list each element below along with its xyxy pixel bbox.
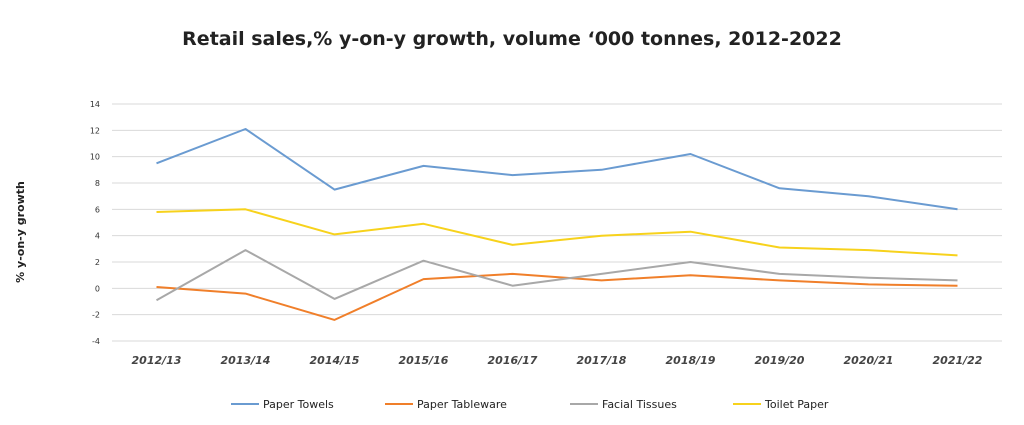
x-tick-label: 2020/21 bbox=[844, 354, 894, 367]
legend-label: Paper Tableware bbox=[417, 398, 507, 411]
chart-title: Retail sales,% y-on-y growth, volume ‘00… bbox=[182, 28, 842, 50]
y-tick-label: 8 bbox=[95, 179, 100, 188]
x-tick-label: 2014/15 bbox=[310, 354, 360, 367]
y-tick-label: 2 bbox=[95, 258, 100, 267]
series-line-facial-tissues bbox=[156, 249, 958, 302]
x-tick-label: 2016/17 bbox=[488, 354, 538, 367]
y-tick-label: 6 bbox=[95, 205, 100, 214]
legend-label: Facial Tissues bbox=[602, 398, 677, 411]
series-line-toilet-paper bbox=[156, 208, 958, 257]
y-tick-label: 12 bbox=[90, 126, 100, 135]
y-tick-label: 4 bbox=[95, 232, 100, 241]
y-tick-label: 10 bbox=[90, 153, 100, 162]
x-axis-ticks: 2012/13 2013/14 2014/15 2015/16 2016/17 2017/… bbox=[132, 354, 983, 367]
y-axis-title: % y-on-y growth bbox=[14, 181, 27, 283]
legend-label: Toilet Paper bbox=[764, 398, 829, 411]
y-tick-label: 14 bbox=[90, 100, 100, 109]
y-tick-label: -4 bbox=[92, 337, 100, 346]
gridlines bbox=[112, 103, 1002, 342]
x-tick-label: 2013/14 bbox=[221, 354, 271, 367]
y-tick-label: -2 bbox=[92, 311, 100, 320]
legend-label: Paper Towels bbox=[263, 398, 334, 411]
x-tick-label: 2018/19 bbox=[666, 354, 716, 367]
x-tick-label: 2012/13 bbox=[132, 354, 182, 367]
y-tick-label: 0 bbox=[95, 284, 100, 293]
legend: Paper Towels Paper Tableware Facial Tissue… bbox=[231, 398, 829, 411]
series-line-paper-tableware bbox=[156, 272, 958, 321]
y-axis-ticks: 14 12 10 8 6 4 2 0 -2 -4 bbox=[90, 100, 100, 346]
x-tick-label: 2021/22 bbox=[933, 354, 983, 367]
x-tick-label: 2015/16 bbox=[399, 354, 449, 367]
x-tick-label: 2017/18 bbox=[577, 354, 627, 367]
series-line-paper-towels bbox=[156, 128, 958, 211]
x-tick-label: 2019/20 bbox=[755, 354, 805, 367]
series-lines bbox=[156, 128, 958, 321]
